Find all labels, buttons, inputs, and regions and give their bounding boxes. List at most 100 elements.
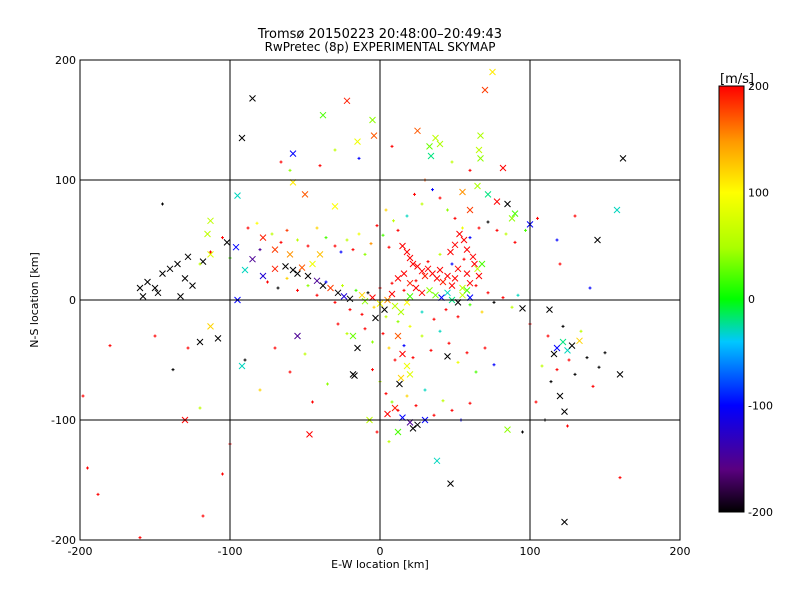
- data-point-plus-marker: [324, 236, 328, 240]
- data-point-plus-marker: [461, 226, 464, 230]
- chart-subtitle: RwPretec (8p) EXPERIMENTAL SKYMAP: [265, 40, 496, 54]
- data-point-x-marker: [460, 236, 468, 244]
- data-point-plus-marker: [462, 257, 466, 261]
- data-point-plus-marker: [521, 430, 524, 434]
- data-point-x-marker: [298, 264, 306, 271]
- data-point-plus-marker: [534, 400, 538, 404]
- data-point-plus-marker: [171, 368, 175, 372]
- data-point-plus-marker: [558, 262, 562, 266]
- data-point-plus-marker: [345, 332, 349, 336]
- data-point-plus-marker: [486, 220, 490, 224]
- chart-title: Tromsø 20150223 20:48:00–20:49:43: [257, 27, 502, 42]
- data-point-x-marker: [444, 272, 451, 280]
- data-point-x-marker: [619, 155, 627, 162]
- data-point-plus-marker: [447, 341, 451, 345]
- data-point-x-marker: [409, 260, 417, 268]
- y-tick-label: -100: [51, 414, 76, 427]
- data-point-plus-marker: [411, 356, 415, 360]
- data-point-x-marker: [508, 215, 516, 222]
- y-tick-label: 100: [55, 174, 76, 187]
- data-point-plus-marker: [390, 400, 394, 404]
- data-point-plus-marker: [270, 232, 274, 236]
- data-point-plus-marker: [618, 476, 622, 480]
- data-point-plus-marker: [392, 219, 395, 223]
- data-point-x-marker: [207, 217, 214, 225]
- data-point-x-marker: [316, 251, 324, 258]
- data-point-plus-marker: [441, 399, 445, 403]
- data-point-plus-marker: [546, 334, 550, 338]
- data-point-plus-marker: [414, 279, 418, 283]
- data-point-plus-marker: [513, 240, 517, 244]
- colorbar: [718, 85, 745, 513]
- data-point-x-marker: [477, 132, 484, 139]
- data-point-x-marker: [354, 138, 361, 145]
- data-point-plus-marker: [186, 346, 190, 350]
- data-point-plus-marker: [432, 317, 436, 321]
- data-point-x-marker: [319, 111, 327, 119]
- data-point-plus-marker: [555, 368, 559, 372]
- data-point-x-marker: [406, 293, 414, 300]
- data-point-x-marker: [346, 295, 354, 303]
- data-point-x-marker: [340, 293, 348, 300]
- data-point-plus-marker: [555, 238, 559, 242]
- data-point-plus-marker: [288, 370, 292, 374]
- data-point-plus-marker: [279, 240, 283, 244]
- data-point-plus-marker: [390, 144, 394, 148]
- data-point-x-marker: [439, 278, 447, 286]
- data-point-x-marker: [271, 246, 279, 253]
- data-point-plus-marker: [333, 148, 337, 152]
- data-point-plus-marker: [492, 300, 496, 304]
- data-point-plus-marker: [429, 348, 433, 352]
- data-point-x-marker: [144, 278, 151, 286]
- data-point-plus-marker: [492, 363, 496, 367]
- data-point-plus-marker: [201, 514, 205, 518]
- data-point-plus-marker: [315, 293, 319, 297]
- data-point-x-marker: [196, 338, 204, 346]
- data-point-x-marker: [238, 362, 246, 370]
- colorbar-tick-label: -200: [748, 506, 773, 519]
- data-point-x-marker: [397, 308, 405, 316]
- data-point-x-marker: [234, 192, 241, 199]
- data-point-x-marker: [444, 353, 451, 360]
- data-point-plus-marker: [285, 276, 289, 280]
- data-point-x-marker: [289, 266, 297, 274]
- data-point-x-marker: [282, 263, 289, 270]
- data-point-x-marker: [207, 323, 214, 330]
- data-point-x-marker: [466, 206, 474, 214]
- data-point-x-marker: [568, 342, 576, 349]
- data-point-x-marker: [223, 239, 231, 246]
- data-point-x-marker: [241, 266, 249, 274]
- data-point-x-marker: [238, 134, 246, 142]
- data-point-x-marker: [418, 289, 426, 297]
- data-point-x-marker: [189, 282, 196, 289]
- data-point-plus-marker: [375, 430, 379, 434]
- data-point-x-marker: [475, 272, 483, 280]
- data-point-plus-marker: [468, 168, 472, 172]
- data-point-x-marker: [463, 287, 471, 294]
- data-point-plus-marker: [81, 394, 85, 398]
- data-point-x-marker: [463, 246, 471, 253]
- data-point-plus-marker: [336, 322, 340, 326]
- data-point-plus-marker: [540, 364, 544, 368]
- data-point-x-marker: [381, 306, 388, 313]
- data-point-plus-marker: [311, 400, 314, 404]
- data-point-plus-marker: [366, 291, 370, 295]
- data-point-plus-marker: [153, 334, 157, 338]
- colorbar-tick-label: -100: [748, 400, 773, 413]
- data-point-x-marker: [459, 188, 466, 196]
- data-point-plus-marker: [357, 232, 361, 236]
- data-point-x-marker: [447, 480, 454, 487]
- data-point-plus-marker: [549, 380, 553, 384]
- data-point-plus-marker: [326, 382, 329, 386]
- data-point-plus-marker: [405, 214, 409, 218]
- data-point-plus-marker: [495, 228, 499, 232]
- data-point-plus-marker: [450, 408, 454, 412]
- data-point-plus-marker: [86, 466, 89, 470]
- data-point-x-marker: [613, 206, 621, 214]
- data-point-plus-marker: [345, 238, 349, 242]
- data-point-x-marker: [388, 290, 396, 298]
- data-point-plus-marker: [465, 351, 469, 355]
- data-point-x-marker: [427, 152, 435, 160]
